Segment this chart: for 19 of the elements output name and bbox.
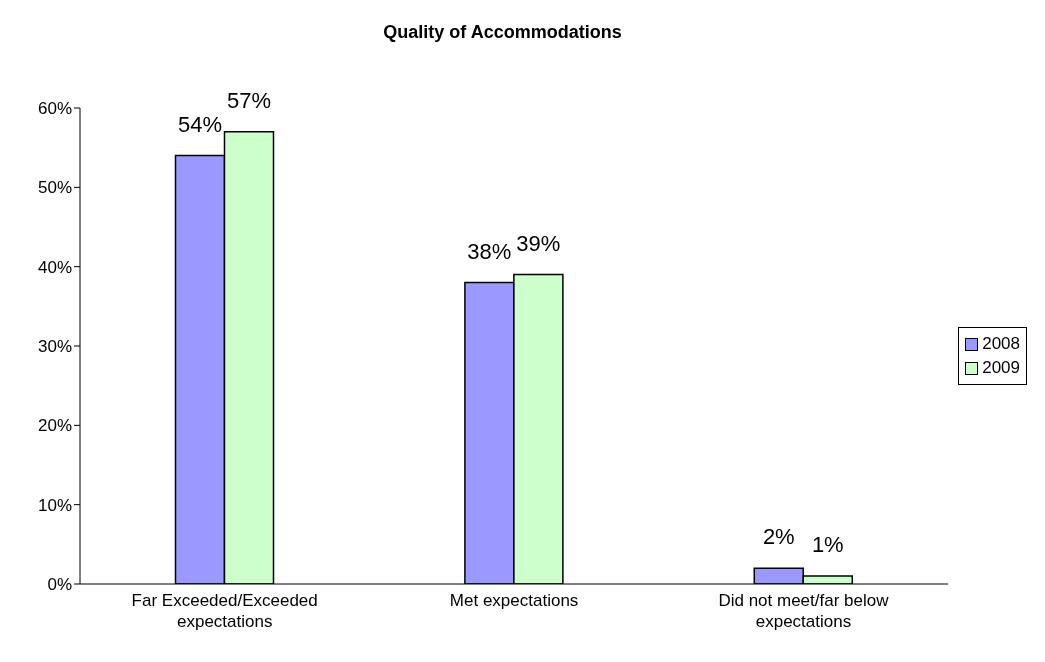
- data-label: 1%: [811, 532, 844, 558]
- x-tick-label: Did not meet/far below expectations: [718, 591, 890, 631]
- legend-label: 2009: [982, 357, 1020, 379]
- legend-label: 2008: [982, 333, 1020, 355]
- x-tick-label: Met expectations: [449, 591, 579, 610]
- data-label: 39%: [516, 230, 561, 256]
- y-tick-label: 10%: [37, 495, 72, 515]
- y-tick-label: 0%: [47, 575, 72, 595]
- y-tick-label: 50%: [37, 178, 72, 198]
- data-label: 54%: [177, 111, 223, 137]
- y-tick-label: 60%: [37, 99, 72, 119]
- data-label: 38%: [467, 238, 512, 264]
- y-tick-label: 20%: [37, 416, 72, 436]
- data-label: 2%: [762, 524, 795, 550]
- data-label: 57%: [226, 87, 272, 113]
- x-tick-label: Far Exceeded/Exceeded expectations: [131, 591, 318, 631]
- chart-title: Quality of Accommodations: [382, 21, 623, 44]
- y-tick-label: 40%: [37, 257, 72, 277]
- y-tick-label: 30%: [37, 337, 72, 357]
